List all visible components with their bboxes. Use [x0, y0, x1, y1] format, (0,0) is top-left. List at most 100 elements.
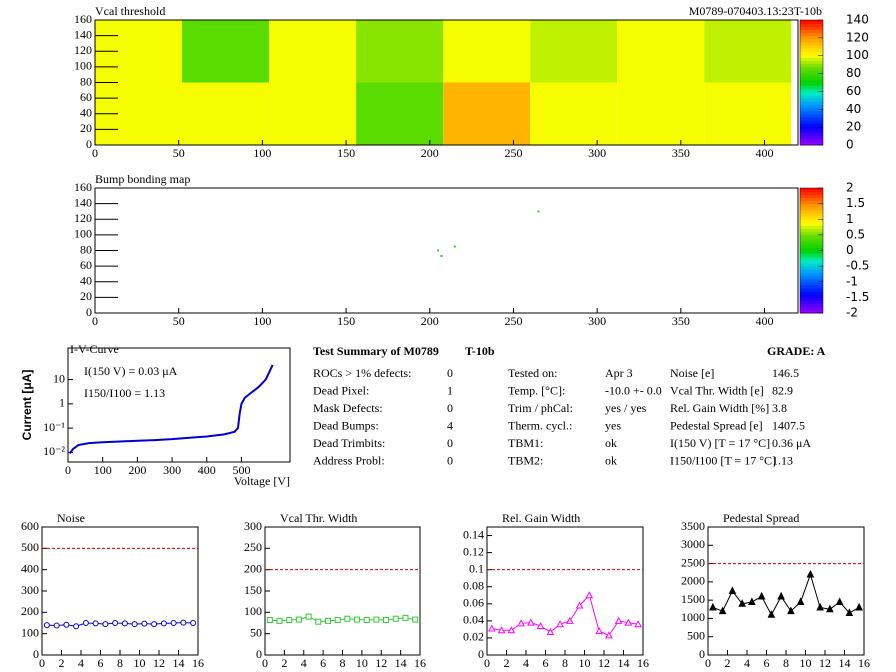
- x-tick-label: 14: [173, 656, 185, 670]
- palette-slice: [800, 113, 823, 118]
- x-tick-label: 12: [375, 656, 387, 670]
- marker: [757, 591, 766, 600]
- x-tick-label: 250: [504, 314, 522, 328]
- x-tick-label: 6: [320, 656, 326, 670]
- palette-slice: [800, 222, 823, 226]
- module-name: T-10b: [465, 344, 495, 358]
- marker: [121, 620, 128, 627]
- condition-value: ok: [605, 436, 617, 450]
- x-tick-label: 400: [198, 463, 216, 477]
- marker: [392, 615, 399, 622]
- marker: [266, 617, 273, 624]
- palette-slice: [800, 132, 823, 137]
- y-tick-label: 0.12: [463, 544, 484, 558]
- y-tick-label: 0: [86, 137, 92, 151]
- x-tick-label: 4: [744, 656, 750, 670]
- plot-frame: [41, 526, 199, 656]
- palette-slice: [800, 29, 823, 33]
- y-tick-label: 400: [21, 561, 39, 575]
- defect-label: Dead Trimbits:: [313, 436, 385, 450]
- x-tick-label: 50: [173, 146, 185, 160]
- palette-slice: [800, 60, 823, 65]
- x-tick-label: 400: [756, 146, 774, 160]
- x-tick-label: 12: [153, 656, 165, 670]
- x-tick-label: 100: [94, 463, 112, 477]
- x-tick-label: 500: [232, 463, 250, 477]
- palette-slice: [800, 225, 823, 230]
- roc-cell: [530, 20, 618, 83]
- defect-value: 0: [447, 436, 453, 450]
- x-tick-label: 150: [337, 314, 355, 328]
- roc-cell: [182, 20, 270, 83]
- chart-title: I-V-Curve: [70, 342, 119, 356]
- palette-slice: [800, 63, 823, 68]
- palette-slice: [800, 297, 823, 301]
- y-tick-label: 10⁻²: [43, 444, 65, 458]
- y-tick-label: 300: [21, 583, 39, 597]
- annotation: I150/I100 = 1.13: [84, 386, 165, 400]
- y-tick-label: 50: [250, 625, 262, 639]
- palette-slice: [800, 250, 823, 255]
- y-tick-label: 160: [74, 12, 92, 26]
- roc-cell: [704, 82, 792, 145]
- x-tick-label: 14: [618, 656, 630, 670]
- y-tick-label: 40: [80, 274, 92, 288]
- x-tick-label: 10: [579, 656, 591, 670]
- palette-label: 60: [846, 84, 861, 98]
- defect-label: Address Probl:: [313, 453, 385, 467]
- x-tick-label: 6: [98, 656, 104, 670]
- condition-label: Therm. cycl.:: [508, 418, 572, 432]
- palette-slice: [800, 20, 823, 24]
- x-tick-label: 16: [858, 656, 870, 670]
- x-tick-label: 50: [173, 314, 185, 328]
- y-tick-label: 10⁻¹: [43, 420, 65, 434]
- y-tick-label: 80: [80, 242, 92, 256]
- marker: [777, 591, 785, 600]
- x-tick-label: 0: [92, 314, 98, 328]
- palette-frame: [799, 19, 824, 146]
- roc-cell: [356, 20, 444, 83]
- x-tick-label: 0: [484, 656, 490, 670]
- x-tick-label: 0: [65, 463, 71, 477]
- marker: [276, 617, 283, 624]
- palette-label: 20: [846, 120, 861, 134]
- x-tick-label: 8: [340, 656, 346, 670]
- y-tick-label: 140: [74, 27, 92, 41]
- x-tick-label: 10: [134, 656, 146, 670]
- palette-label: 1: [846, 212, 854, 226]
- palette-label: 40: [846, 102, 861, 116]
- roc-cell: [356, 82, 444, 145]
- defect-label: Dead Pixel:: [313, 383, 369, 397]
- condition-value: yes: [605, 418, 621, 432]
- y-tick-label: 100: [74, 59, 92, 73]
- marker: [286, 617, 293, 624]
- palette-label: -2: [846, 306, 858, 320]
- marker: [334, 617, 341, 624]
- marker: [787, 606, 795, 615]
- marker: [180, 619, 187, 626]
- y-tick-label: 0.04: [463, 613, 484, 627]
- palette-slice: [800, 51, 823, 55]
- palette-label: -1.5: [846, 290, 869, 304]
- chart-title: Vcal threshold: [95, 4, 165, 18]
- palette-slice: [800, 82, 823, 87]
- palette-label: 0: [846, 243, 854, 257]
- plot-frame: [486, 526, 644, 656]
- defect-label: Mask Defects:: [313, 401, 383, 415]
- chart-title: Rel. Gain Width: [502, 511, 580, 525]
- marker: [748, 597, 756, 605]
- palette-slice: [800, 23, 823, 27]
- summary-title: Test Summary of M0789: [313, 344, 439, 358]
- palette-slice: [800, 291, 823, 295]
- palette-slice: [800, 228, 823, 233]
- palette-slice: [800, 272, 823, 276]
- result-value: 0.36 μA: [772, 436, 811, 450]
- marker: [151, 621, 158, 628]
- marker: [402, 614, 409, 621]
- y-tick-label: 100: [74, 227, 92, 241]
- result-label: Noise [e]: [670, 366, 714, 380]
- palette-slice: [800, 238, 823, 242]
- palette-slice: [800, 275, 823, 280]
- chart-title: Bump bonding map: [95, 172, 190, 186]
- marker: [566, 616, 574, 624]
